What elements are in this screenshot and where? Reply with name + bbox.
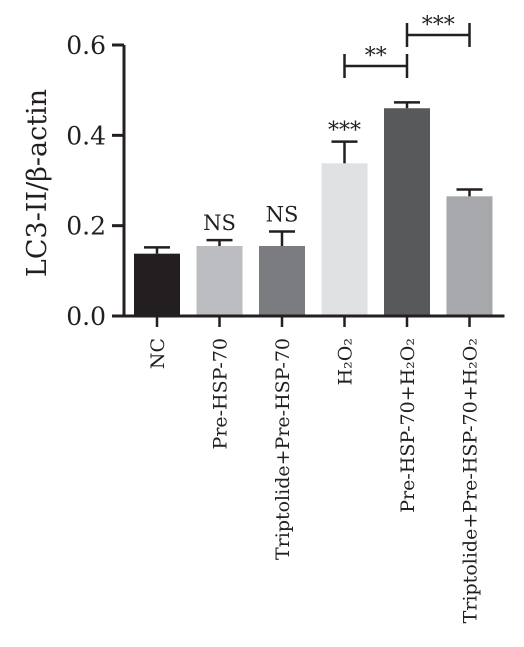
y-tick-label: 0.0 [66, 302, 106, 331]
annotations-group: NS NS******** [203, 13, 471, 235]
comparison-label: ** [365, 44, 387, 69]
y-tick-label: 0.4 [66, 121, 106, 150]
comparison-label: *** [422, 13, 455, 38]
x-tick-label: Pre-HSP-70+H₂O₂ [397, 338, 419, 513]
significance-label: *** [328, 119, 361, 144]
significance-label: NS [203, 211, 236, 235]
x-tick-label: NC [147, 338, 169, 369]
x-tick-label: H₂O₂ [335, 338, 357, 385]
y-axis-label: LC3-II/β-actin [22, 89, 53, 277]
bars-group [134, 101, 493, 316]
x-axis: NC Pre-HSP-70 Triptolide+Pre-HSP-70 H₂O₂ Pre… [122, 314, 505, 623]
bar [134, 253, 180, 316]
x-tick-label: Triptolide+Pre-HSP-70 [272, 338, 294, 560]
bar [259, 245, 305, 316]
x-tick-label: Pre-HSP-70 [210, 338, 232, 449]
bar [321, 163, 368, 316]
bar [196, 245, 243, 316]
bar [384, 108, 430, 316]
y-tick-label: 0.6 [66, 31, 106, 60]
x-tick-label: Triptolide+Pre-HSP-70+H₂O₂ [460, 338, 482, 623]
bar [446, 196, 493, 316]
significance-label: NS [266, 203, 299, 227]
y-tick-label: 0.2 [66, 212, 106, 241]
y-axis: 0.0 0.2 0.4 0.6 [66, 31, 126, 331]
